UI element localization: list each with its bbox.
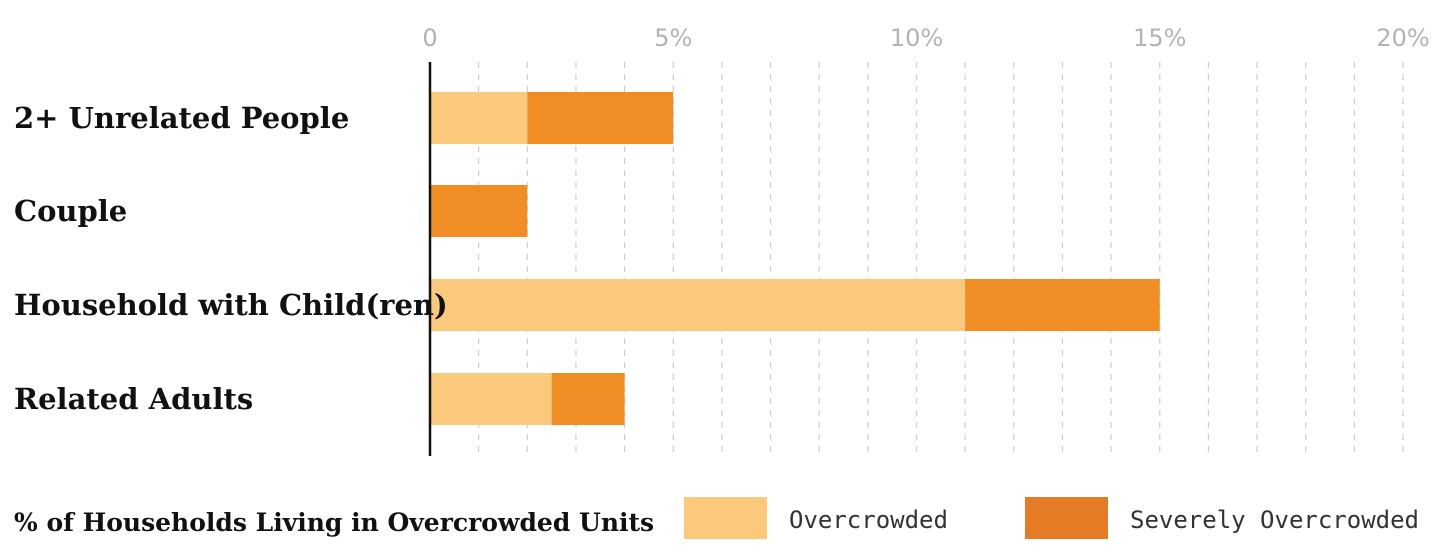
x-axis-ticks: 0 5% 10% 15% 20% <box>422 24 1429 52</box>
category-label: Couple <box>14 194 127 228</box>
bar-severely-overcrowded <box>527 92 674 144</box>
x-tick-label: 20% <box>1376 24 1429 52</box>
bar-severely-overcrowded <box>551 373 625 425</box>
bar-severely-overcrowded <box>430 185 528 237</box>
legend-swatch-overcrowded <box>684 497 767 539</box>
bar-overcrowded <box>430 373 552 425</box>
legend: Overcrowded Severely Overcrowded <box>684 497 1419 539</box>
category-label: Household with Child(ren) <box>14 288 448 322</box>
category-label: Related Adults <box>14 382 253 416</box>
x-axis-title: % of Households Living in Overcrowded Un… <box>14 508 654 537</box>
x-tick-label: 5% <box>654 24 692 52</box>
x-tick-label: 10% <box>890 24 943 52</box>
bar-overcrowded <box>430 279 966 331</box>
bars <box>430 92 1160 425</box>
bar-overcrowded <box>430 92 528 144</box>
legend-swatch-severely-overcrowded <box>1025 497 1108 539</box>
x-tick-label: 0 <box>422 24 437 52</box>
legend-label-overcrowded: Overcrowded <box>789 506 948 534</box>
gridlines <box>478 62 1404 456</box>
bar-severely-overcrowded <box>965 279 1160 331</box>
x-tick-label: 15% <box>1133 24 1186 52</box>
category-labels: 2+ Unrelated People Couple Household with … <box>14 101 448 416</box>
category-label: 2+ Unrelated People <box>14 101 349 135</box>
legend-label-severely-overcrowded: Severely Overcrowded <box>1130 506 1419 534</box>
